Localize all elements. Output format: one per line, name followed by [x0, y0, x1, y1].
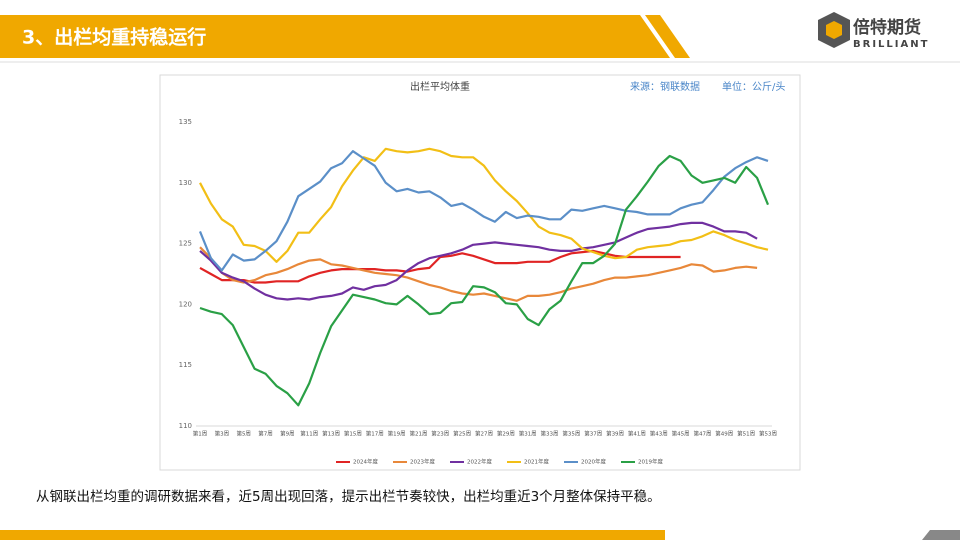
- x-tick-label: 第39周: [606, 430, 624, 438]
- series-line: [198, 150, 769, 272]
- x-tick-label: 第35周: [562, 430, 580, 438]
- legend-label: 2021年度: [524, 458, 549, 466]
- x-tick-label: 第27周: [475, 430, 493, 438]
- legend-label: 2024年度: [353, 458, 378, 466]
- x-tick-label: 第51周: [737, 430, 755, 438]
- x-tick-label: 第23周: [431, 430, 449, 438]
- logo: 倍特期货 BRILLIANT: [818, 12, 929, 50]
- legend-label: 2020年度: [581, 458, 606, 466]
- x-tick-label: 第9周: [280, 430, 295, 438]
- chart-unit: 单位：公斤/头: [722, 80, 785, 93]
- x-tick-label: 第31周: [519, 430, 537, 438]
- logo-name: 倍特期货: [853, 17, 921, 38]
- x-tick-label: 第17周: [366, 430, 384, 438]
- y-tick-label: 115: [179, 361, 192, 369]
- x-tick-label: 第29周: [497, 430, 515, 438]
- header-title: 3、出栏均重持稳运行: [22, 26, 206, 49]
- series-line: [199, 221, 758, 301]
- header-bar: [0, 15, 670, 58]
- y-tick-label: 135: [179, 118, 192, 126]
- x-tick-label: 第1周: [193, 430, 208, 438]
- y-tick-label: 110: [179, 422, 192, 430]
- x-tick-label: 第33周: [541, 430, 559, 438]
- x-tick-label: 第25周: [453, 430, 471, 438]
- x-tick-label: 第3周: [215, 430, 230, 438]
- legend-label: 2023年度: [410, 458, 435, 466]
- x-tick-label: 第47周: [693, 430, 711, 438]
- legend-label: 2019年度: [638, 458, 663, 466]
- caption: 从钢联出栏均重的调研数据来看，近5周出现回落，提示出栏节奏较快，出栏均重近3个月…: [36, 489, 661, 505]
- x-tick-label: 第53周: [759, 430, 777, 438]
- logo-sub: BRILLIANT: [853, 39, 929, 50]
- x-tick-label: 第5周: [236, 430, 251, 438]
- y-tick-label: 120: [179, 300, 192, 308]
- x-tick-label: 第13周: [322, 430, 340, 438]
- x-tick-label: 第37周: [584, 430, 602, 438]
- series-line: [199, 249, 681, 284]
- series-line: [199, 147, 769, 263]
- header-stripe: [645, 15, 690, 58]
- x-tick-label: 第19周: [388, 430, 406, 438]
- chart-title: 出栏平均体重: [410, 80, 470, 93]
- y-tick-label: 125: [179, 240, 192, 248]
- x-tick-label: 第49周: [715, 430, 733, 438]
- logo-cube-inner: [826, 21, 842, 39]
- x-tick-label: 第45周: [672, 430, 690, 438]
- x-tick-label: 第41周: [628, 430, 646, 438]
- chart-frame: [159, 74, 801, 471]
- y-tick-label: 130: [179, 179, 192, 187]
- chart-source: 来源：钢联数据: [630, 80, 700, 93]
- x-tick-label: 第43周: [650, 430, 668, 438]
- x-tick-label: 第21周: [409, 430, 427, 438]
- x-tick-label: 第7周: [258, 430, 273, 438]
- footer-bar: [0, 530, 665, 540]
- x-tick-label: 第11周: [300, 430, 318, 438]
- series-line: [199, 246, 758, 302]
- series-line: [199, 154, 770, 407]
- legend-label: 2022年度: [467, 458, 492, 466]
- x-tick-label: 第15周: [344, 430, 362, 438]
- footer-stripe: [922, 530, 960, 540]
